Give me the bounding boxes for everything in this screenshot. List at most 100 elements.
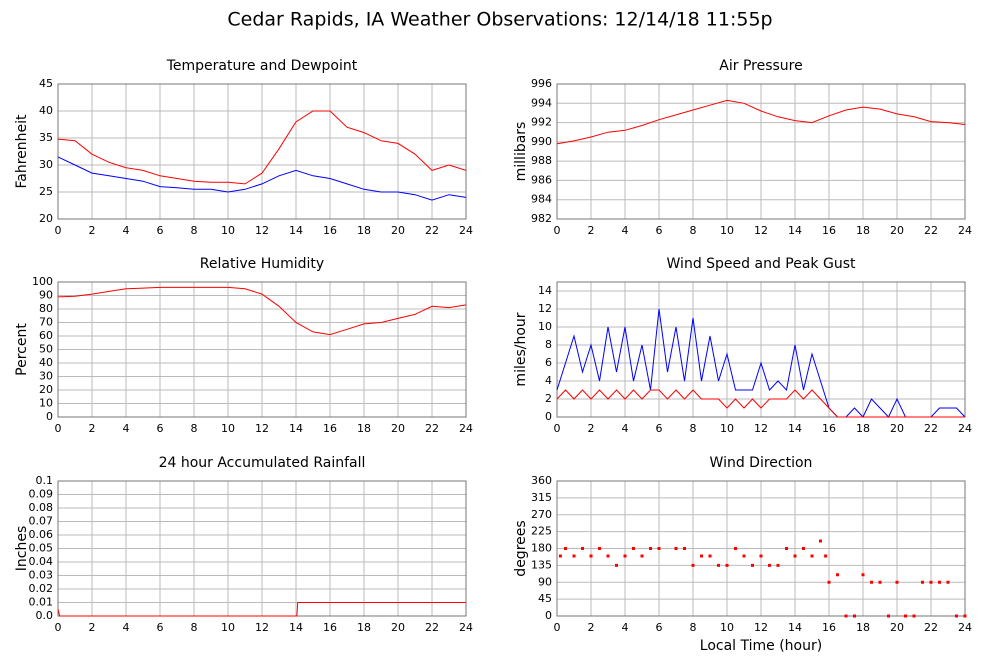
x-tick-label: 8 (690, 422, 697, 435)
point (674, 547, 678, 550)
y-tick-label: 30 (39, 158, 53, 171)
x-tick-label: 24 (459, 422, 473, 435)
y-tick-label: 90 (538, 575, 552, 588)
point (734, 547, 737, 550)
x-tick-label: 2 (588, 422, 595, 435)
y-tick-label: 60 (39, 329, 53, 342)
point (572, 554, 576, 558)
y-tick-label: 10 (39, 397, 53, 410)
x-tick-label: 2 (89, 422, 96, 435)
point (878, 580, 882, 584)
y-axis-label: millibars (513, 122, 529, 182)
y-tick-label: 70 (39, 316, 53, 329)
x-tick-label: 10 (720, 224, 734, 237)
point (581, 547, 584, 550)
point (683, 547, 686, 550)
x-tick-label: 18 (357, 422, 371, 435)
series-line (556, 308, 966, 418)
y-tick-label: 4 (545, 374, 552, 387)
x-tick-label: 10 (720, 422, 734, 435)
y-tick-label: 0.04 (29, 555, 54, 568)
x-tick-label: 14 (289, 621, 303, 634)
y-tick-label: 0.0 (36, 609, 54, 622)
x-tick-label: 10 (221, 422, 235, 435)
x-tick-label: 18 (856, 422, 870, 435)
y-axis-label: Fahrenheit (14, 114, 30, 189)
y-tick-label: 988 (531, 154, 552, 167)
point (708, 554, 712, 558)
x-tick-label: 8 (191, 422, 198, 435)
point (717, 563, 720, 567)
point (657, 547, 661, 550)
chart-title: Wind Speed and Peak Gust (667, 256, 856, 272)
chart-title: Air Pressure (719, 58, 802, 74)
point (827, 580, 831, 584)
y-tick-label: 0.09 (29, 488, 54, 501)
x-tick-label: 6 (157, 224, 164, 237)
y-tick-label: 0.1 (36, 474, 54, 487)
y-tick-label: 45 (538, 592, 552, 605)
point (802, 547, 805, 550)
series-line (57, 286, 467, 336)
y-axis-label: Percent (14, 323, 30, 376)
y-axis-label: miles/hour (513, 312, 529, 386)
x-tick-label: 8 (191, 224, 198, 237)
x-tick-label: 24 (958, 621, 972, 634)
x-tick-label: 12 (255, 422, 269, 435)
y-tick-label: 0 (46, 410, 53, 423)
x-tick-label: 22 (924, 621, 938, 634)
x-tick-label: 24 (958, 422, 972, 435)
x-tick-label: 0 (55, 422, 62, 435)
chart-title: Wind Direction (710, 455, 813, 471)
y-tick-label: 996 (531, 77, 552, 90)
point (725, 563, 729, 567)
x-tick-label: 20 (890, 224, 904, 237)
point (963, 614, 967, 618)
series-line (556, 389, 965, 418)
x-tick-label: 16 (323, 422, 337, 435)
x-tick-label: 16 (323, 621, 337, 634)
y-tick-label: 2 (545, 392, 552, 405)
x-tick-label: 8 (191, 621, 198, 634)
point (623, 554, 627, 558)
x-tick-label: 0 (554, 422, 561, 435)
x-tick-label: 16 (822, 621, 836, 634)
x-tick-label: 4 (622, 422, 629, 435)
y-axis-label: Inches (14, 526, 30, 571)
x-tick-label: 18 (856, 621, 870, 634)
x-tick-label: 20 (391, 224, 405, 237)
point (810, 554, 814, 558)
y-tick-label: 0 (545, 410, 552, 423)
series-line (556, 99, 966, 145)
point (955, 614, 958, 618)
y-tick-label: 315 (531, 491, 552, 504)
point (836, 573, 839, 577)
y-tick-label: 270 (531, 508, 552, 521)
point (700, 554, 703, 558)
y-tick-label: 12 (538, 302, 552, 315)
point (844, 614, 848, 618)
point (819, 539, 822, 543)
x-tick-label: 22 (425, 422, 439, 435)
point (768, 563, 771, 567)
x-tick-label: 20 (890, 621, 904, 634)
page-title: Cedar Rapids, IA Weather Observations: 1… (227, 9, 772, 31)
point (921, 580, 924, 584)
x-tick-label: 6 (656, 224, 663, 237)
x-tick-label: 22 (924, 422, 938, 435)
point (904, 614, 907, 618)
point (598, 547, 601, 550)
x-tick-label: 4 (622, 224, 629, 237)
x-tick-label: 8 (690, 224, 697, 237)
point (606, 554, 610, 558)
y-tick-label: 990 (531, 135, 552, 148)
y-tick-label: 992 (531, 116, 552, 129)
point (759, 554, 763, 558)
y-tick-label: 225 (531, 525, 552, 538)
point (776, 563, 780, 567)
y-tick-label: 180 (531, 542, 552, 555)
point (887, 614, 890, 618)
point (640, 554, 644, 558)
y-tick-label: 6 (545, 356, 552, 369)
